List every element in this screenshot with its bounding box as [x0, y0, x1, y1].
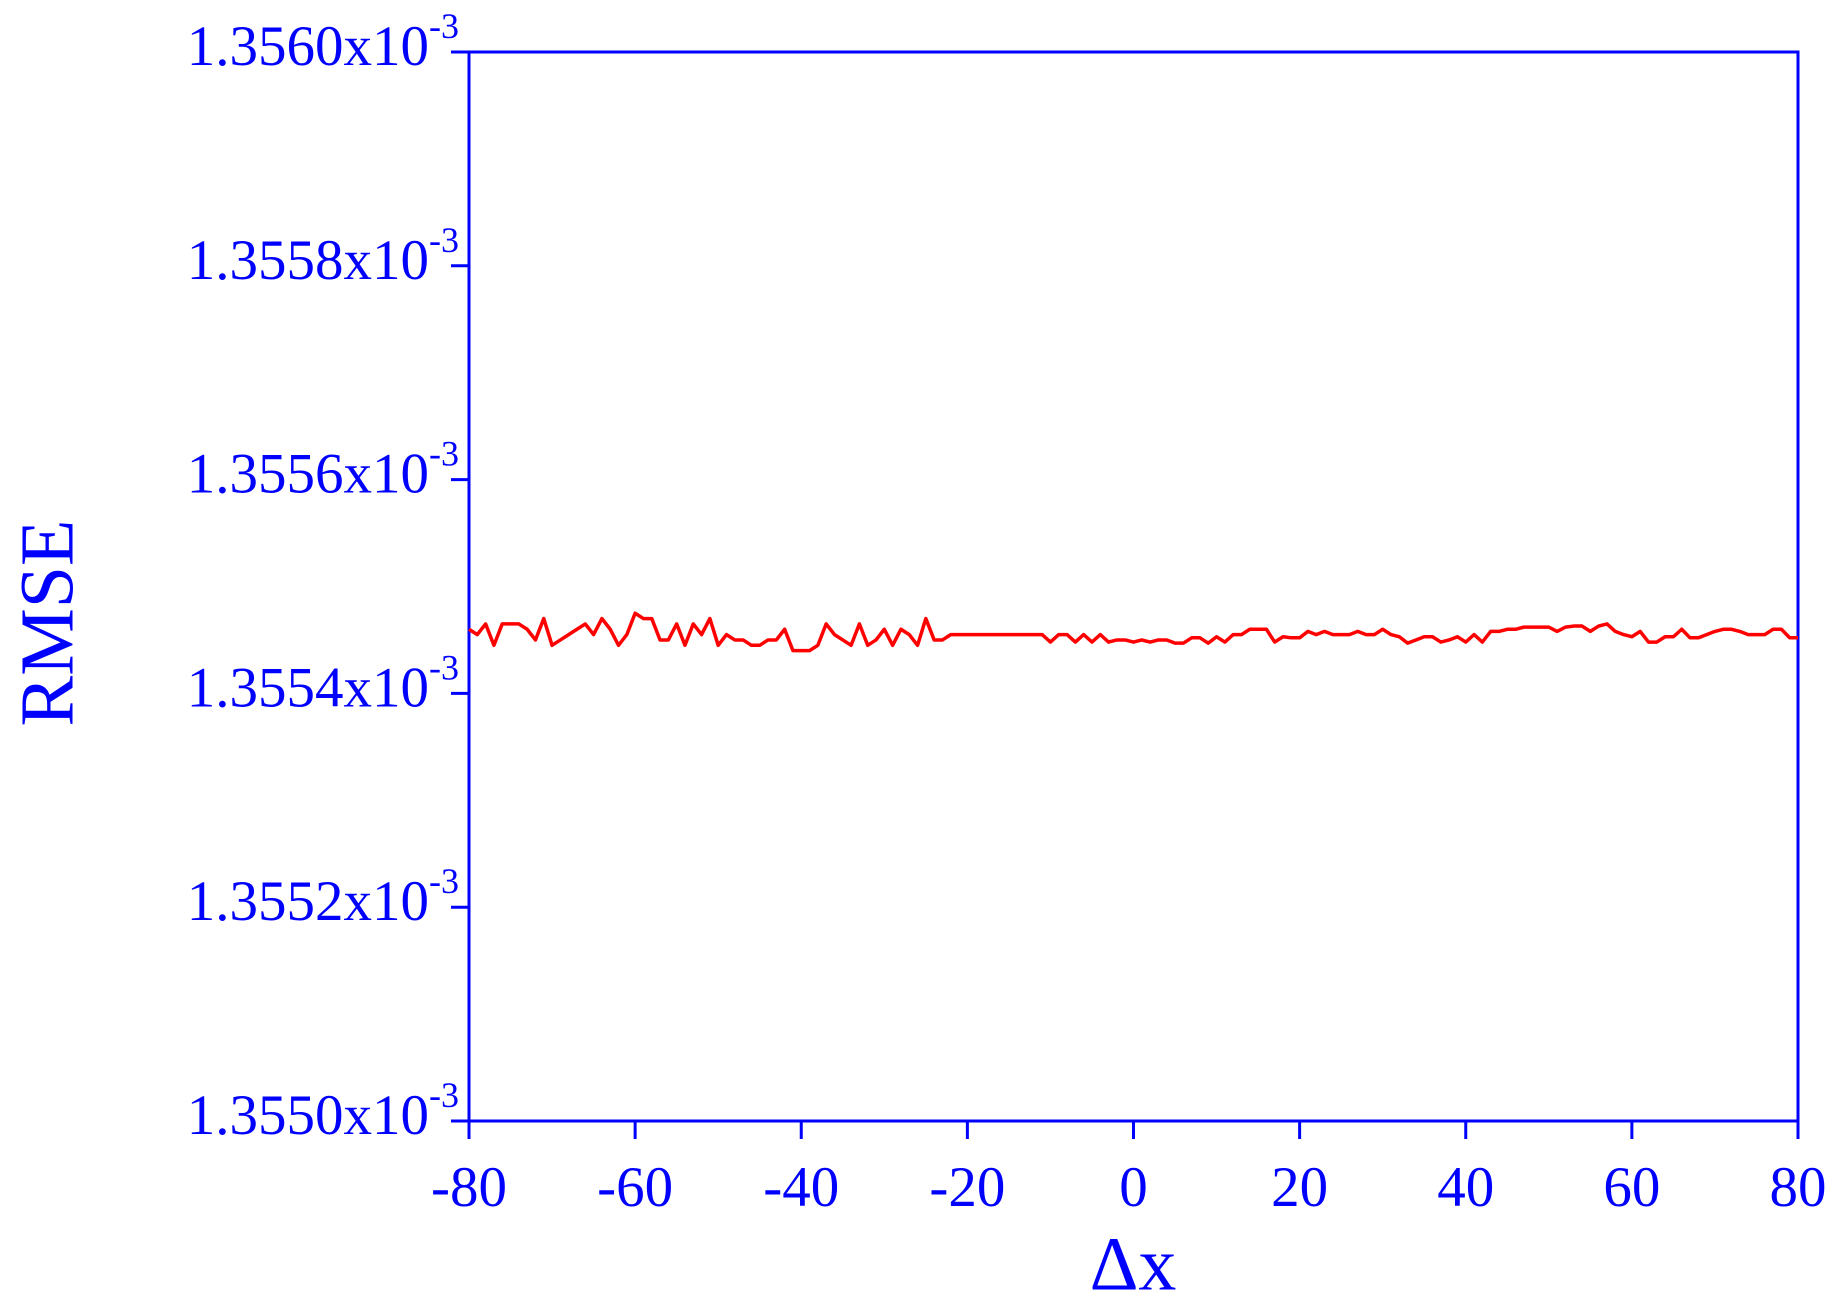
- x-tick-label: 20: [1271, 1156, 1328, 1219]
- y-tick-label: 1.3556x10-3: [187, 434, 459, 506]
- x-tick-label: 80: [1770, 1156, 1827, 1219]
- y-tick-label: 1.3558x10-3: [187, 220, 459, 292]
- x-tick-label: -60: [597, 1156, 673, 1219]
- y-tick-label: 1.3550x10-3: [187, 1075, 459, 1147]
- y-tick-label: 1.3554x10-3: [187, 648, 459, 720]
- x-axis-label: Δx: [1090, 1222, 1177, 1306]
- x-tick-label: -80: [431, 1156, 507, 1219]
- x-tick-label: -40: [763, 1156, 839, 1219]
- x-tick-label: 40: [1437, 1156, 1494, 1219]
- y-tick-label: 1.3552x10-3: [187, 861, 459, 933]
- plot-frame: [467, 50, 1800, 1123]
- x-tick-label: 60: [1603, 1156, 1660, 1219]
- data-line: [468, 611, 1798, 653]
- y-axis-label: RMSE: [5, 520, 89, 727]
- x-tick-label: -20: [929, 1156, 1005, 1219]
- x-tick-label: 0: [1119, 1156, 1148, 1219]
- y-tick-label: 1.3560x10-3: [187, 6, 459, 78]
